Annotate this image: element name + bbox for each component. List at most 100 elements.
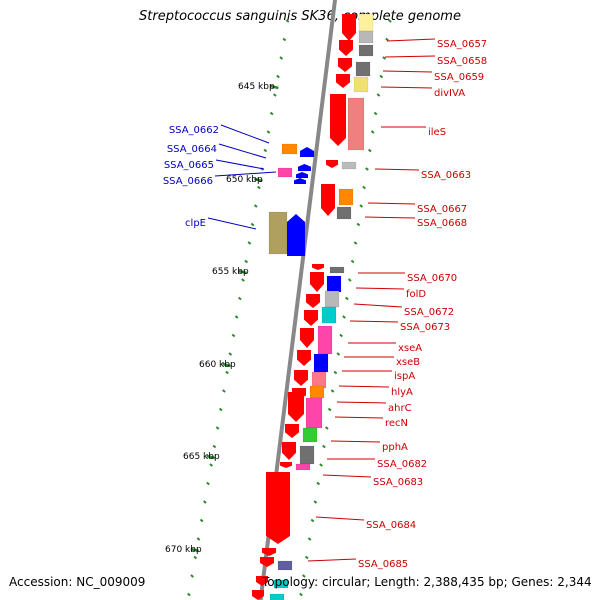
- gene-feature: [358, 44, 374, 57]
- gene-feature: [329, 266, 345, 274]
- label-leader-line: [349, 320, 399, 323]
- label-leader-line: [330, 440, 381, 443]
- gene-feature: [338, 188, 354, 206]
- label-leader-line: [207, 217, 257, 230]
- gene-arrow: [298, 164, 311, 171]
- minor-tick-left: [218, 407, 223, 412]
- minor-tick-right: [330, 389, 335, 393]
- minor-tick-left: [244, 259, 249, 264]
- major-tick: [238, 269, 247, 275]
- gene-label-right: SSA_0657: [437, 39, 487, 50]
- minor-tick-left: [253, 204, 258, 208]
- major-tick: [270, 84, 279, 90]
- kbp-tick-label: 665 kbp: [183, 452, 220, 462]
- gene-feature: [313, 353, 329, 373]
- minor-tick-right: [302, 574, 306, 578]
- gene-feature: [268, 211, 288, 255]
- minor-tick-right: [356, 222, 361, 227]
- minor-tick-left: [234, 315, 239, 319]
- minor-tick-right: [342, 315, 346, 319]
- gene-arrow: [306, 294, 320, 308]
- gene-arrow: [280, 462, 292, 468]
- gene-label-right: SSA_0670: [407, 273, 457, 284]
- label-leader-line: [353, 303, 403, 308]
- gene-label-right: SSA_0659: [434, 72, 484, 83]
- minor-tick-right: [385, 37, 389, 42]
- gene-feature: [295, 463, 311, 471]
- gene-label-right: ahrC: [388, 403, 412, 414]
- minor-tick-left: [279, 56, 284, 60]
- gene-label-right: SSA_0658: [437, 56, 487, 67]
- gene-label-left: clpE: [185, 218, 206, 229]
- label-leader-line: [215, 159, 265, 170]
- minor-tick-left: [199, 518, 204, 523]
- label-leader-line: [334, 416, 384, 419]
- label-leader-line: [338, 385, 390, 388]
- gene-arrow: [326, 160, 338, 168]
- gene-feature: [358, 13, 374, 32]
- gene-feature: [305, 397, 323, 429]
- minor-tick-left: [206, 481, 210, 486]
- minor-tick-right: [322, 444, 326, 449]
- label-leader-line: [355, 287, 405, 290]
- gene-label-left: SSA_0662: [169, 125, 219, 136]
- minor-tick-right: [327, 407, 332, 412]
- minor-tick-left: [209, 463, 214, 467]
- gene-feature: [269, 593, 285, 600]
- gene-arrow: [260, 557, 274, 567]
- gene-arrow: [294, 370, 308, 386]
- gene-label-left: SSA_0664: [167, 144, 217, 155]
- gene-label-right: hlyA: [391, 387, 413, 398]
- gene-arrow: [300, 328, 314, 348]
- major-tick: [206, 454, 216, 460]
- major-tick: [222, 362, 231, 368]
- gene-arrow: [287, 214, 305, 256]
- gene-arrow: [330, 94, 346, 146]
- gene-feature: [277, 560, 293, 571]
- gene-label-right: ispA: [394, 371, 415, 382]
- minor-tick-left: [202, 500, 207, 504]
- label-leader-line: [382, 70, 433, 73]
- gene-feature: [311, 371, 327, 389]
- gene-feature: [273, 579, 289, 589]
- minor-tick-left: [257, 185, 261, 190]
- minor-tick-left: [241, 278, 245, 282]
- gene-arrow: [310, 272, 324, 292]
- gene-feature: [321, 306, 337, 324]
- minor-tick-right: [307, 537, 312, 541]
- gene-feature: [355, 61, 371, 77]
- gene-label-left: SSA_0665: [164, 160, 214, 171]
- minor-tick-right: [379, 74, 384, 79]
- minor-tick-left: [282, 37, 287, 42]
- gene-label-right: SSA_0685: [358, 559, 408, 570]
- minor-tick-right: [316, 481, 321, 486]
- gene-feature: [299, 445, 315, 465]
- gene-label-right: SSA_0668: [417, 218, 467, 229]
- minor-tick-left: [187, 592, 191, 597]
- gene-arrow: [300, 147, 314, 157]
- label-leader-line: [315, 516, 365, 521]
- minor-tick-left: [272, 93, 277, 97]
- kbp-tick-label: 650 kbp: [226, 175, 263, 185]
- kbp-tick-label: 655 kbp: [212, 267, 249, 277]
- minor-tick-right: [324, 426, 329, 430]
- gene-feature: [341, 161, 357, 170]
- minor-tick-left: [190, 574, 194, 578]
- gene-arrow: [338, 58, 352, 72]
- gene-feature: [358, 30, 374, 44]
- gene-feature: [336, 206, 352, 220]
- label-leader-line: [336, 401, 387, 404]
- gene-arrow: [266, 472, 290, 544]
- gene-feature: [324, 290, 340, 308]
- minor-tick-left: [285, 19, 290, 23]
- minor-tick-left: [215, 426, 220, 430]
- gene-label-right: SSA_0682: [377, 459, 427, 470]
- minor-tick-left: [222, 389, 226, 393]
- gene-label-right: folD: [406, 289, 426, 300]
- label-leader-line: [384, 55, 436, 58]
- gene-arrow: [262, 548, 276, 556]
- label-leader-line: [307, 558, 357, 562]
- gene-label-right: SSA_0683: [373, 477, 423, 488]
